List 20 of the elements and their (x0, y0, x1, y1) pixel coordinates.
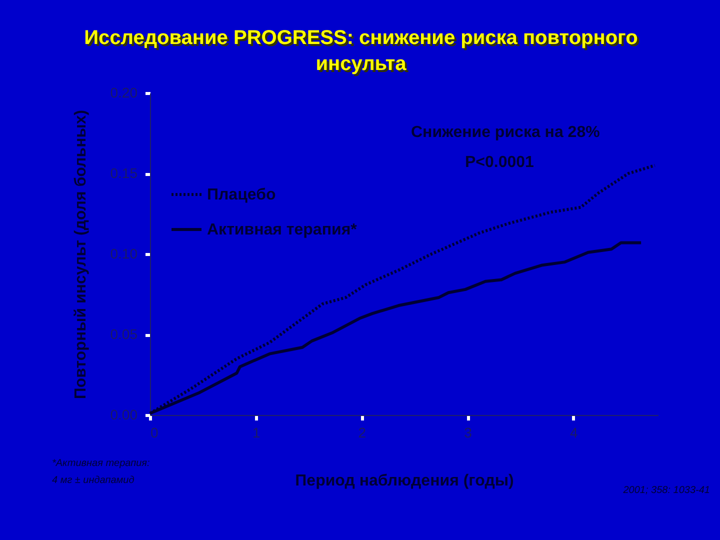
x-tick-label: 2 (358, 424, 366, 440)
y-tick-label: 0.20 (110, 84, 138, 100)
annotation: Снижение риска на 28% (411, 124, 600, 141)
legend-label: Активная терапия* (207, 222, 358, 238)
y-tick-label: 0.00 (110, 406, 138, 422)
x-tick-label: 4 (570, 424, 578, 440)
text: 4 мг ± индапамид (52, 475, 135, 486)
y-tick-label: 0.10 (110, 246, 138, 262)
annotation: P<0.0001 (465, 154, 534, 171)
y-axis-title: Повторный инсульт (доля больных) (72, 110, 90, 400)
x-tick-label: 0 (150, 424, 158, 440)
text: 2001; 358: 1033-41 (622, 485, 710, 496)
y-tick-label: 0.15 (110, 165, 138, 181)
x-axis-title: Период наблюдения (годы) (295, 472, 514, 490)
legend-label: Плацебо (207, 186, 276, 204)
x-tick-label: 3 (464, 424, 472, 440)
text: *Активная терапия: (52, 458, 150, 469)
y-tick-label: 0.05 (110, 326, 138, 342)
x-tick-label: 1 (252, 424, 260, 440)
chart-title: Исследование PROGRESS: снижение риска повторного инсульта (84, 27, 638, 77)
